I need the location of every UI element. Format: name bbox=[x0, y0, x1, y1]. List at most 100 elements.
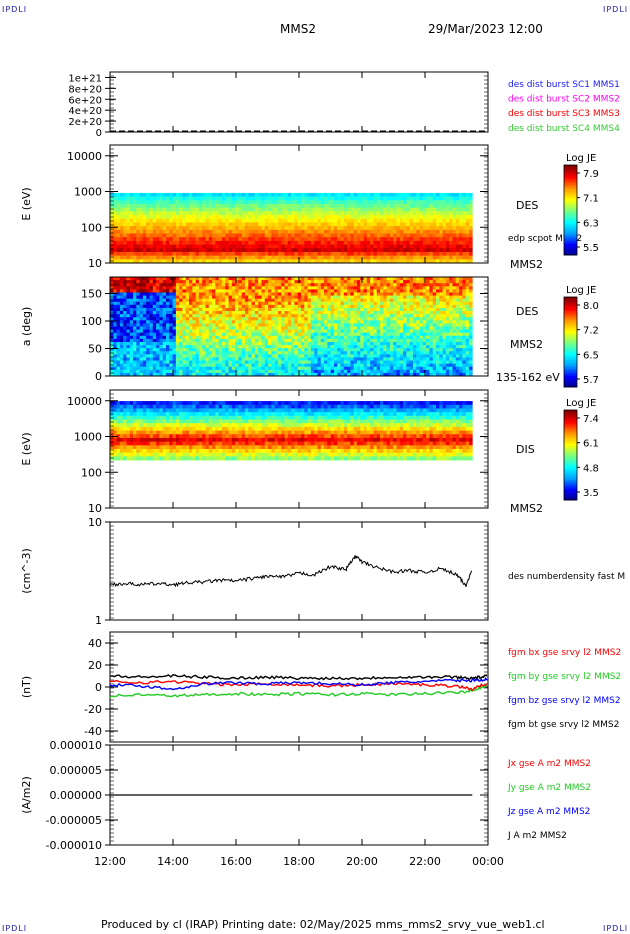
heatmap-cell bbox=[126, 226, 131, 231]
heatmap-cell bbox=[327, 354, 332, 358]
des-energy-colorbar-title: Log JE bbox=[566, 153, 596, 164]
heatmap-cell bbox=[235, 295, 239, 300]
heatmap-cell bbox=[185, 215, 190, 220]
heatmap-cell bbox=[310, 314, 315, 318]
heatmap-cell bbox=[169, 289, 173, 293]
heatmap-cell bbox=[353, 277, 358, 281]
heatmap-cell bbox=[215, 295, 220, 300]
heatmap-cell bbox=[363, 326, 368, 330]
heatmap-cell bbox=[261, 251, 266, 257]
heatmap-cell bbox=[314, 222, 318, 227]
heatmap-cell bbox=[225, 251, 229, 257]
heatmap-cell bbox=[212, 372, 216, 377]
heatmap-cell bbox=[268, 280, 272, 284]
heatmap-cell bbox=[248, 204, 253, 209]
heatmap-cell bbox=[136, 338, 141, 343]
heatmap-cell bbox=[287, 301, 292, 306]
heatmap-cell bbox=[241, 204, 246, 209]
heatmap-cell bbox=[380, 369, 384, 374]
heatmap-cell bbox=[330, 222, 335, 227]
heatmap-cell bbox=[162, 200, 167, 205]
heatmap-cell bbox=[159, 204, 164, 209]
heatmap-cell bbox=[271, 233, 276, 238]
heatmap-cell bbox=[350, 248, 355, 253]
heatmap-cell bbox=[268, 233, 272, 238]
heatmap-cell bbox=[422, 222, 427, 227]
heatmap-cell bbox=[373, 345, 378, 349]
heatmap-cell bbox=[396, 204, 401, 209]
heatmap-cell bbox=[327, 351, 332, 355]
heatmap-cell bbox=[156, 229, 160, 234]
heatmap-cell bbox=[129, 360, 134, 365]
heatmap-cell bbox=[113, 301, 117, 306]
heatmap-cell bbox=[317, 345, 322, 349]
heatmap-cell bbox=[297, 215, 302, 220]
heatmap-cell bbox=[218, 289, 223, 293]
heatmap-cell bbox=[179, 311, 183, 315]
heatmap-cell bbox=[350, 283, 355, 287]
heatmap-cell bbox=[136, 226, 141, 231]
heatmap-cell bbox=[297, 314, 302, 318]
heatmap-cell bbox=[452, 237, 457, 242]
heatmap-cell bbox=[350, 218, 355, 223]
heatmap-cell bbox=[189, 341, 193, 346]
heatmap-cell bbox=[195, 338, 200, 343]
heatmap-cell bbox=[231, 335, 236, 340]
heatmap-cell bbox=[383, 369, 388, 374]
heatmap-cell bbox=[152, 326, 157, 330]
heatmap-cell bbox=[462, 226, 467, 231]
heatmap-cell bbox=[195, 248, 200, 253]
heatmap-cell bbox=[185, 222, 190, 227]
heatmap-cell bbox=[380, 248, 384, 253]
heatmap-cell bbox=[324, 360, 328, 365]
heatmap-cell bbox=[185, 311, 190, 315]
heatmap-cell bbox=[228, 295, 233, 300]
heatmap-cell bbox=[185, 280, 190, 284]
heatmap-cell bbox=[317, 366, 322, 371]
heatmap-cell bbox=[254, 211, 259, 216]
heatmap-cell bbox=[277, 204, 282, 209]
heatmap-cell bbox=[356, 292, 361, 296]
heatmap-cell bbox=[185, 301, 190, 306]
heatmap-cell bbox=[297, 259, 302, 264]
heatmap-cell bbox=[225, 292, 229, 296]
heatmap-cell bbox=[350, 255, 355, 260]
heatmap-cell bbox=[449, 196, 453, 201]
heatmap-cell bbox=[281, 345, 285, 349]
heatmap-cell bbox=[113, 204, 117, 209]
heatmap-cell bbox=[165, 222, 170, 227]
heatmap-cell bbox=[119, 348, 124, 352]
heatmap-cell bbox=[238, 196, 243, 201]
heatmap-cell bbox=[189, 338, 193, 343]
heatmap-cell bbox=[146, 222, 150, 227]
heatmap-cell bbox=[340, 251, 345, 257]
heatmap-cell bbox=[360, 320, 364, 324]
heatmap-cell bbox=[261, 298, 266, 303]
heatmap-cell bbox=[228, 332, 233, 337]
heatmap-cell bbox=[159, 360, 164, 365]
heatmap-cell bbox=[162, 301, 167, 306]
heatmap-cell bbox=[301, 240, 305, 245]
heatmap-cell bbox=[152, 211, 157, 216]
heatmap-cell bbox=[152, 229, 157, 234]
heatmap-cell bbox=[251, 348, 256, 352]
heatmap-cell bbox=[277, 207, 282, 212]
heatmap-cell bbox=[333, 314, 338, 318]
heatmap-cell bbox=[301, 200, 305, 205]
heatmap-cell bbox=[294, 196, 299, 201]
heatmap-cell bbox=[409, 196, 414, 201]
heatmap-cell bbox=[169, 283, 173, 287]
heatmap-cell bbox=[254, 338, 259, 343]
heatmap-cell bbox=[353, 240, 358, 245]
heatmap-cell bbox=[333, 244, 338, 249]
heatmap-cell bbox=[221, 218, 226, 223]
heatmap-cell bbox=[432, 255, 437, 260]
heatmap-cell bbox=[297, 233, 302, 238]
heatmap-cell bbox=[261, 240, 266, 245]
heatmap-cell bbox=[353, 259, 358, 264]
heatmap-cell bbox=[350, 207, 355, 212]
heatmap-cell bbox=[254, 196, 259, 201]
heatmap-cell bbox=[284, 222, 289, 227]
heatmap-cell bbox=[205, 357, 210, 361]
heatmap-cell bbox=[366, 363, 371, 368]
